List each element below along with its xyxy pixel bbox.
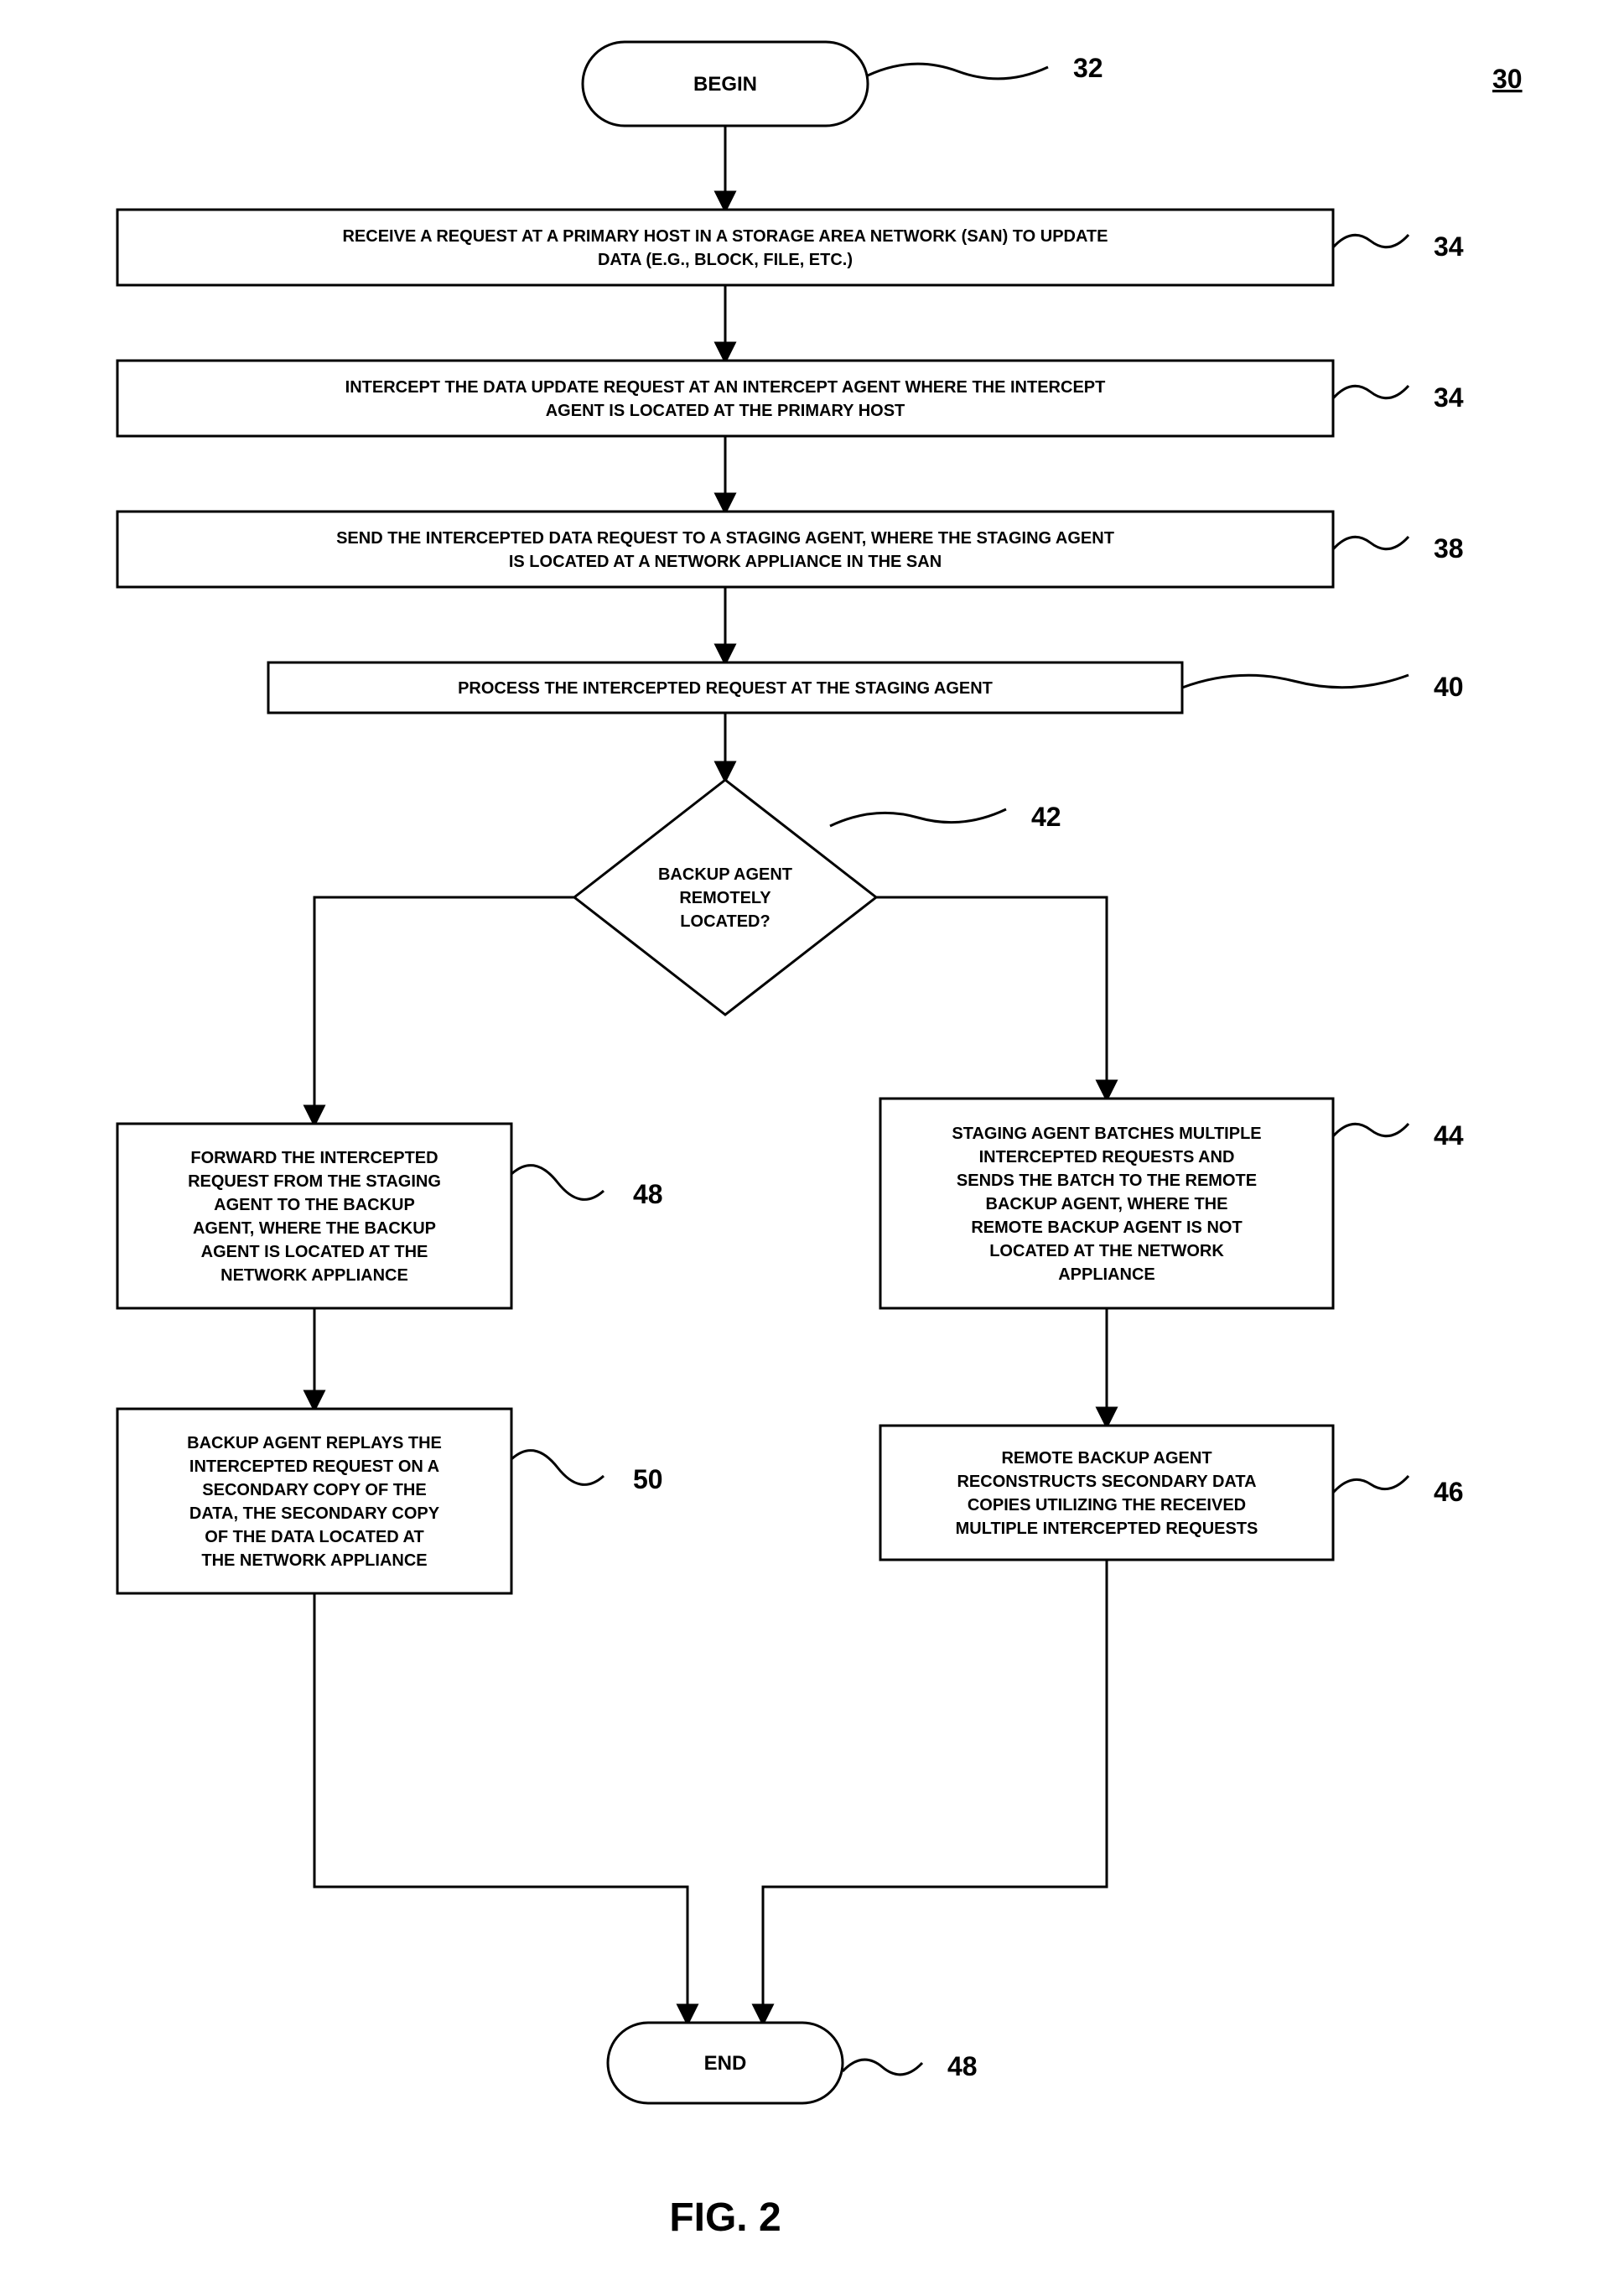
ref-leader <box>1333 537 1409 549</box>
flow-arrow <box>314 897 574 1124</box>
svg-text:BACKUP AGENT REPLAYS THE: BACKUP AGENT REPLAYS THE <box>187 1434 442 1452</box>
page-ref: 30 <box>1492 64 1523 94</box>
svg-text:48: 48 <box>947 2051 978 2081</box>
process-intercept-request <box>117 361 1333 436</box>
svg-text:34: 34 <box>1434 382 1464 413</box>
svg-text:COPIES UTILIZING THE RECEIVED: COPIES UTILIZING THE RECEIVED <box>968 1496 1246 1514</box>
svg-text:SENDS THE BATCH TO THE REMOTE: SENDS THE BATCH TO THE REMOTE <box>957 1172 1257 1190</box>
svg-text:RECONSTRUCTS SECONDARY DATA: RECONSTRUCTS SECONDARY DATA <box>957 1473 1256 1491</box>
svg-text:PROCESS THE INTERCEPTED REQUES: PROCESS THE INTERCEPTED REQUEST AT THE S… <box>458 679 993 698</box>
svg-text:SECONDARY COPY OF THE: SECONDARY COPY OF THE <box>202 1481 426 1499</box>
ref-leader <box>511 1166 604 1200</box>
svg-text:32: 32 <box>1073 53 1103 83</box>
svg-text:REQUEST FROM THE STAGING: REQUEST FROM THE STAGING <box>188 1172 441 1191</box>
ref-leader <box>868 64 1048 79</box>
process-reconstruct-remote <box>880 1426 1333 1560</box>
svg-text:INTERCEPT THE DATA UPDATE REQU: INTERCEPT THE DATA UPDATE REQUEST AT AN … <box>345 378 1106 397</box>
svg-text:40: 40 <box>1434 672 1464 702</box>
svg-text:BACKUP AGENT: BACKUP AGENT <box>658 865 792 884</box>
svg-text:STAGING AGENT BATCHES MULTIPLE: STAGING AGENT BATCHES MULTIPLE <box>952 1125 1261 1143</box>
ref-leader <box>1333 1476 1409 1493</box>
svg-text:AGENT, WHERE THE BACKUP: AGENT, WHERE THE BACKUP <box>193 1219 436 1238</box>
svg-text:MULTIPLE INTERCEPTED REQUESTS: MULTIPLE INTERCEPTED REQUESTS <box>956 1520 1258 1538</box>
svg-text:FORWARD THE INTERCEPTED: FORWARD THE INTERCEPTED <box>190 1149 438 1167</box>
svg-text:APPLIANCE: APPLIANCE <box>1058 1265 1155 1284</box>
svg-text:AGENT TO THE BACKUP: AGENT TO THE BACKUP <box>214 1196 415 1214</box>
flow-arrow <box>876 897 1107 1099</box>
svg-text:REMOTELY: REMOTELY <box>679 889 771 907</box>
process-receive-request <box>117 210 1333 285</box>
figure-title: FIG. 2 <box>669 2195 781 2240</box>
svg-text:DATA, THE SECONDARY COPY: DATA, THE SECONDARY COPY <box>189 1504 440 1523</box>
svg-text:44: 44 <box>1434 1120 1464 1151</box>
svg-text:THE NETWORK APPLIANCE: THE NETWORK APPLIANCE <box>201 1551 427 1570</box>
ref-leader <box>830 809 1006 826</box>
ref-leader <box>1333 235 1409 247</box>
svg-text:BEGIN: BEGIN <box>693 73 757 96</box>
process-send-to-staging <box>117 512 1333 587</box>
svg-text:AGENT IS LOCATED AT THE PRIMAR: AGENT IS LOCATED AT THE PRIMARY HOST <box>546 402 905 420</box>
svg-text:INTERCEPTED REQUESTS AND: INTERCEPTED REQUESTS AND <box>979 1148 1235 1166</box>
svg-text:48: 48 <box>633 1179 663 1209</box>
svg-text:38: 38 <box>1434 533 1464 564</box>
ref-leader <box>1333 1124 1409 1136</box>
svg-text:AGENT IS LOCATED AT THE: AGENT IS LOCATED AT THE <box>201 1243 428 1261</box>
svg-text:REMOTE BACKUP AGENT: REMOTE BACKUP AGENT <box>1001 1449 1212 1468</box>
svg-text:END: END <box>704 2052 747 2075</box>
ref-leader <box>843 2060 922 2075</box>
svg-text:IS LOCATED AT A NETWORK APPLIA: IS LOCATED AT A NETWORK APPLIANCE IN THE… <box>509 553 942 571</box>
svg-text:RECEIVE A REQUEST AT A PRIMARY: RECEIVE A REQUEST AT A PRIMARY HOST IN A… <box>342 227 1108 246</box>
svg-text:LOCATED?: LOCATED? <box>680 912 770 931</box>
flow-arrow <box>314 1593 687 2023</box>
svg-text:LOCATED AT THE NETWORK: LOCATED AT THE NETWORK <box>989 1242 1224 1260</box>
ref-leader <box>1182 675 1409 688</box>
svg-text:INTERCEPTED REQUEST ON A: INTERCEPTED REQUEST ON A <box>189 1457 439 1476</box>
svg-text:42: 42 <box>1031 802 1061 832</box>
svg-text:REMOTE BACKUP AGENT IS NOT: REMOTE BACKUP AGENT IS NOT <box>971 1218 1242 1237</box>
svg-text:BACKUP AGENT, WHERE THE: BACKUP AGENT, WHERE THE <box>986 1195 1228 1213</box>
ref-leader <box>1333 386 1409 398</box>
svg-text:34: 34 <box>1434 231 1464 262</box>
svg-text:46: 46 <box>1434 1477 1464 1507</box>
svg-text:NETWORK APPLIANCE: NETWORK APPLIANCE <box>221 1266 408 1285</box>
svg-text:SEND THE INTERCEPTED DATA REQU: SEND THE INTERCEPTED DATA REQUEST TO A S… <box>336 529 1114 548</box>
svg-text:OF THE DATA LOCATED AT: OF THE DATA LOCATED AT <box>205 1528 423 1546</box>
flow-arrow <box>763 1560 1107 2023</box>
svg-text:50: 50 <box>633 1464 663 1494</box>
ref-leader <box>511 1451 604 1485</box>
svg-text:DATA (E.G., BLOCK, FILE, ETC.): DATA (E.G., BLOCK, FILE, ETC.) <box>598 251 853 269</box>
